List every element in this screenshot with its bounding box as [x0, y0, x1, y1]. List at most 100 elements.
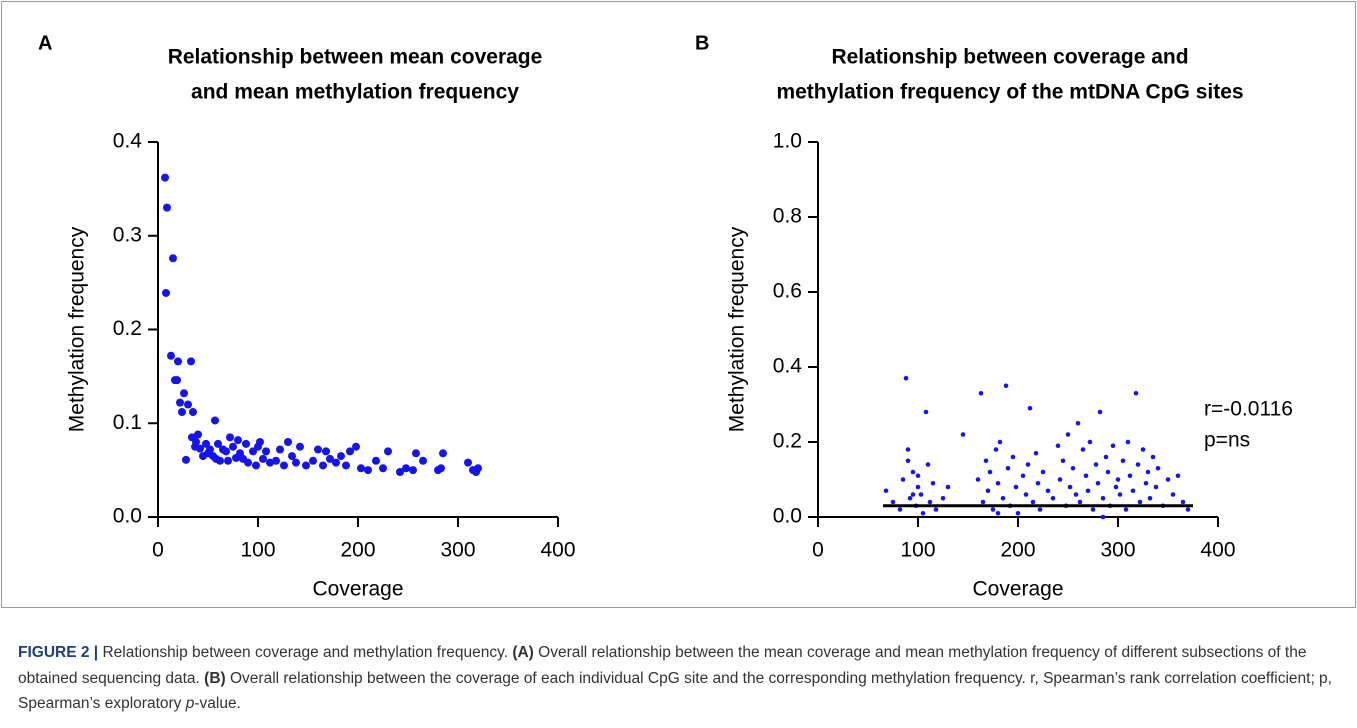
data-point — [1105, 469, 1111, 475]
data-point — [280, 461, 288, 470]
data-point — [184, 400, 192, 409]
y-tick-label: 0.6 — [773, 280, 802, 303]
chart-title: Relationship between mean coverage — [168, 46, 543, 69]
caption-text: (B) — [204, 669, 226, 687]
data-point — [196, 444, 204, 453]
data-point — [1085, 488, 1091, 494]
y-tick-label: 0.2 — [113, 317, 142, 340]
data-point — [980, 499, 986, 505]
data-point — [192, 438, 200, 446]
data-point — [995, 510, 1001, 516]
y-tick-label: 0.8 — [773, 205, 802, 228]
data-point — [1067, 484, 1073, 490]
data-point — [1003, 383, 1009, 389]
data-point — [402, 464, 410, 473]
y-tick-label: 0.4 — [773, 355, 803, 378]
x-tick-label: 300 — [440, 539, 475, 562]
data-point — [905, 458, 911, 464]
data-point — [1087, 439, 1093, 445]
data-point — [169, 254, 177, 263]
chart-title: methylation frequency of the mtDNA CpG s… — [776, 81, 1243, 104]
data-point — [161, 173, 169, 182]
caption-text: p — [185, 695, 195, 712]
y-tick-label: 0.3 — [113, 223, 142, 246]
data-point — [189, 408, 197, 416]
y-tick-label: 0.4 — [113, 130, 143, 153]
data-point — [915, 473, 921, 479]
caption-text: FIGURE 2 | — [18, 644, 99, 661]
data-point — [1057, 477, 1063, 482]
data-point — [978, 390, 984, 396]
y-tick-label: 0.0 — [113, 505, 142, 528]
data-point — [920, 510, 926, 516]
data-point — [1093, 462, 1099, 467]
data-point — [923, 409, 929, 415]
x-tick-label: 0 — [152, 539, 164, 562]
data-point — [997, 439, 1003, 445]
data-point — [342, 461, 350, 470]
data-point — [1110, 443, 1116, 449]
data-point — [940, 495, 946, 501]
caption-text: Overall relationship between the coverag… — [18, 669, 1332, 713]
data-point — [1180, 499, 1186, 505]
data-point — [1075, 420, 1081, 426]
data-point — [1127, 473, 1133, 479]
data-point — [319, 461, 327, 470]
data-point — [1050, 495, 1056, 501]
data-point — [352, 442, 360, 451]
data-point — [396, 468, 404, 476]
data-point — [1077, 499, 1083, 505]
figure-frame — [1, 1, 1356, 608]
data-point — [372, 456, 380, 465]
data-point — [1010, 454, 1016, 460]
chart-title: and mean methylation frequency — [191, 81, 519, 104]
data-point — [1113, 484, 1119, 490]
data-point — [1140, 447, 1146, 452]
caption: FIGURE 2 | Relationship between coverage… — [18, 640, 1338, 717]
data-point — [910, 492, 916, 497]
data-point — [357, 464, 365, 473]
data-point — [925, 462, 931, 467]
data-point — [419, 456, 427, 465]
data-point — [379, 464, 387, 473]
x-axis-label: Coverage — [972, 578, 1063, 601]
y-tick-label: 0.1 — [113, 411, 142, 434]
data-point — [933, 507, 939, 512]
data-point — [272, 456, 280, 465]
data-point — [309, 456, 317, 465]
x-tick-label: 200 — [1000, 539, 1035, 562]
panel-letter: A — [38, 32, 52, 54]
data-point — [1080, 447, 1086, 452]
data-point — [409, 466, 417, 475]
data-point — [288, 452, 296, 461]
data-point — [182, 455, 190, 464]
data-point — [975, 477, 981, 482]
data-point — [322, 447, 330, 456]
data-point — [437, 464, 445, 473]
data-point — [890, 499, 896, 505]
data-point — [1035, 480, 1041, 486]
data-point — [302, 461, 310, 470]
figure: A Relationship between mean coverage and m… — [1, 1, 1356, 608]
data-point — [1000, 495, 1006, 501]
data-point — [1073, 492, 1079, 497]
data-point — [897, 507, 903, 512]
data-point — [910, 469, 916, 475]
data-point — [174, 357, 182, 366]
data-point — [1100, 495, 1106, 501]
data-point — [1095, 480, 1101, 486]
data-point — [226, 433, 234, 442]
data-point — [1027, 405, 1033, 411]
data-point — [162, 288, 170, 297]
data-point — [903, 375, 909, 381]
caption-text: Overall relationship between the mean co… — [18, 644, 1307, 687]
data-point — [1013, 484, 1019, 490]
x-tick-label: 300 — [1100, 539, 1135, 562]
data-point — [276, 445, 284, 454]
data-point — [326, 454, 334, 463]
data-point — [256, 438, 264, 446]
data-point — [412, 449, 420, 458]
data-point — [259, 454, 267, 463]
data-point — [1137, 499, 1143, 505]
data-point — [216, 456, 224, 465]
